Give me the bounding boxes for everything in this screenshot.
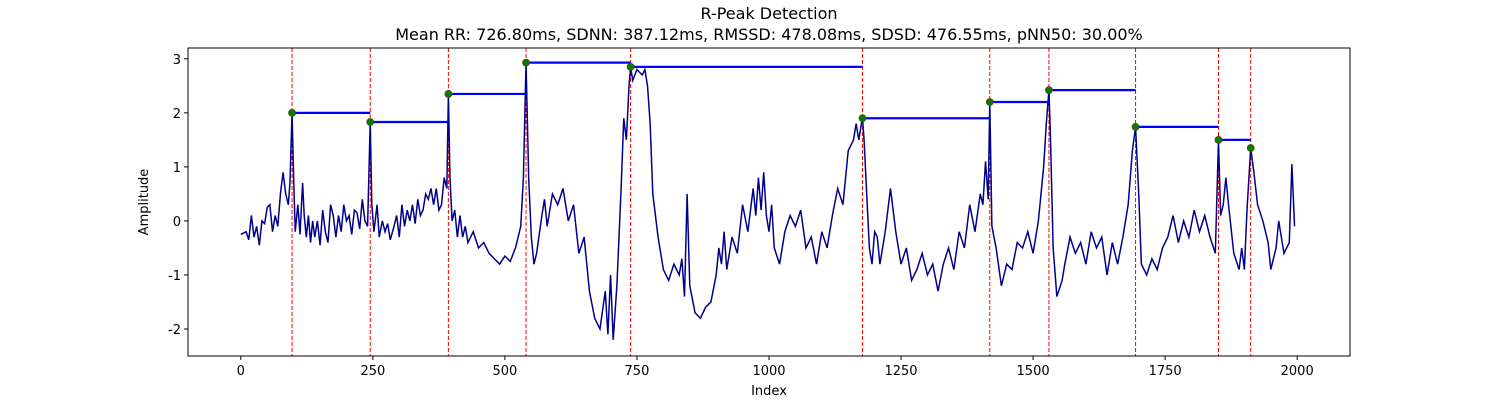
r-peak (985, 98, 994, 106)
r-peak (626, 63, 635, 71)
r-peak (522, 58, 530, 67)
r-peak (444, 90, 453, 98)
x-tick-label: 1500 (1017, 364, 1050, 379)
r-peak (858, 114, 867, 123)
x-tick-label: 0 (237, 364, 245, 379)
y-tick-label: 1 (173, 161, 181, 176)
x-tick-label: 500 (492, 364, 517, 379)
x-tick-label: 1750 (1149, 364, 1182, 379)
r-peak (1214, 135, 1223, 144)
chart-subtitle: Mean RR: 726.80ms, SDNN: 387.12ms, RMSSD… (395, 25, 1143, 44)
x-axis-label: Index (751, 384, 787, 399)
y-tick-label: 2 (173, 107, 181, 122)
r-peak (1131, 122, 1140, 131)
x-tick-label: 250 (360, 364, 385, 379)
y-axis-label: Amplitude (137, 169, 152, 236)
y-tick-label: -2 (168, 323, 181, 338)
y-tick-label: 0 (173, 215, 181, 230)
r-peak (1246, 144, 1255, 152)
y-tick-label: -1 (168, 269, 181, 284)
x-tick-label: 750 (625, 364, 650, 379)
x-tick-label: 1000 (752, 364, 785, 379)
y-tick-label: 3 (173, 53, 181, 68)
x-tick-label: 1250 (884, 364, 917, 379)
plot-frame (187, 47, 1351, 357)
x-tick-label: 2000 (1281, 364, 1314, 379)
r-peak (366, 118, 375, 126)
signal-line (240, 62, 1296, 340)
chart-title: R-Peak Detection (700, 4, 837, 23)
r-peak (1045, 86, 1053, 95)
r-peak (288, 108, 296, 117)
